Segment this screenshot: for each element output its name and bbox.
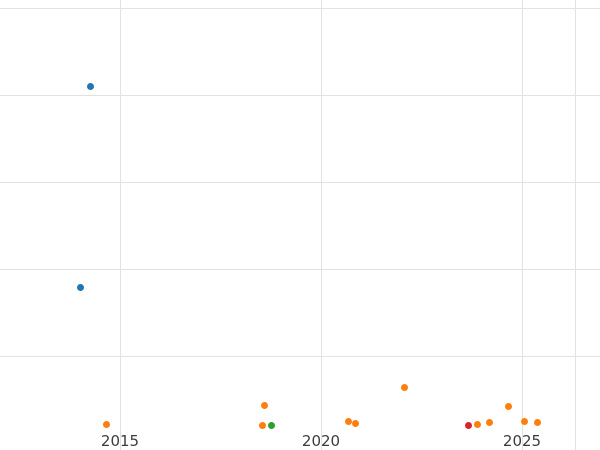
x-tick-label: 2020 [301, 432, 341, 450]
scatter-point-red [464, 421, 472, 429]
scatter-point-orange [485, 418, 493, 426]
scatter-point-blue [86, 82, 94, 90]
scatter-point-orange [351, 419, 359, 427]
gridline-horizontal [0, 8, 600, 9]
gridline-vertical [321, 0, 322, 450]
scatter-point-blue [76, 283, 84, 291]
x-tick-label: 2025 [502, 432, 542, 450]
gridline-horizontal [0, 356, 600, 357]
scatter-point-orange [400, 383, 408, 391]
gridline-vertical [120, 0, 121, 450]
gridline-horizontal [0, 95, 600, 96]
gridline-horizontal [0, 269, 600, 270]
scatter-point-orange [102, 420, 110, 428]
gridline-vertical [575, 0, 576, 450]
scatter-point-orange [520, 417, 528, 425]
gridline-horizontal [0, 182, 600, 183]
scatter-point-orange [504, 402, 512, 410]
gridline-vertical [522, 0, 523, 450]
scatter-point-orange [344, 417, 352, 425]
scatter-point-orange [260, 401, 268, 409]
scatter-point-orange [258, 421, 266, 429]
scatter-point-orange [473, 420, 481, 428]
x-tick-label: 2015 [100, 432, 140, 450]
scatter-point-orange [533, 418, 541, 426]
scatter-point-green [267, 421, 275, 429]
